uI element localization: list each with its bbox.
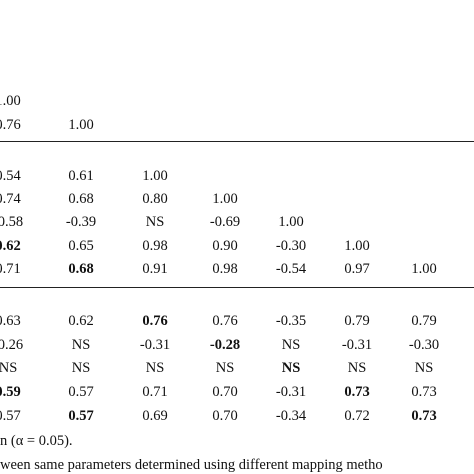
- table-cell: 1.00: [68, 117, 94, 133]
- table-cell: 0.62: [0, 238, 21, 254]
- table-row: 1.00: [0, 90, 474, 112]
- table-cell: 0.54: [0, 168, 21, 184]
- table-cell: 0.70: [212, 384, 238, 400]
- table-cell: -0.58: [0, 214, 24, 230]
- table-cell: NS: [145, 214, 165, 230]
- table-cell: -0.34: [275, 408, 307, 424]
- table-cell: 1.00: [212, 191, 238, 207]
- table-cell: 0.69: [142, 408, 168, 424]
- table-cell: 0.97: [344, 261, 370, 277]
- table-cell: 1.00: [0, 93, 21, 109]
- table-cell: 1.00: [344, 238, 370, 254]
- table-cell: -0.30: [408, 337, 440, 353]
- table-row: 0.62 0.65 0.98 0.90 -0.30 1.00: [0, 235, 474, 257]
- table-cell: -0.30: [275, 238, 307, 254]
- table-cell: -0.31: [341, 337, 373, 353]
- table-cell: 1.00: [411, 261, 437, 277]
- table-cell: 0.73: [411, 408, 437, 424]
- table-footnote: n (α = 0.05).: [0, 433, 73, 449]
- table-cell: 0.98: [142, 238, 168, 254]
- table-rule: [0, 287, 474, 288]
- table-row: 0.63 0.62 0.76 0.76 -0.35 0.79 0.79: [0, 310, 474, 332]
- table-cell: 0.68: [68, 261, 94, 277]
- table-row: -0.26 NS -0.31 -0.28 NS -0.31 -0.30: [0, 334, 474, 356]
- table-cell: NS: [281, 360, 301, 376]
- table-cell: -0.69: [209, 214, 241, 230]
- table-cell: 0.76: [212, 313, 238, 329]
- table-cell: 0.62: [68, 313, 94, 329]
- table-row: 0.71 0.68 0.91 0.98 -0.54 0.97 1.00: [0, 258, 474, 280]
- table-cell: 0.57: [68, 408, 94, 424]
- table-cell: NS: [145, 360, 165, 376]
- table-cell: 0.57: [68, 384, 94, 400]
- table-cell: 0.70: [212, 408, 238, 424]
- table-cell: 1.00: [278, 214, 304, 230]
- table-cell: 0.63: [0, 313, 21, 329]
- table-row: -0.58 -0.39 NS -0.69 1.00: [0, 211, 474, 233]
- table-cell: 1.00: [142, 168, 168, 184]
- table-cell: -0.26: [0, 337, 24, 353]
- table-cell: NS: [215, 360, 235, 376]
- table-cell: -0.54: [275, 261, 307, 277]
- table-row: 0.54 0.61 1.00: [0, 165, 474, 187]
- table-cell: 0.79: [411, 313, 437, 329]
- table-row: 0.74 0.68 0.80 1.00: [0, 188, 474, 210]
- table-row: 0.59 0.57 0.71 0.70 -0.31 0.73 0.73: [0, 381, 474, 403]
- table-cell: 0.76: [0, 117, 21, 133]
- table-cell: 0.57: [0, 408, 21, 424]
- table-cell: NS: [281, 337, 301, 353]
- table-cell: 0.74: [0, 191, 21, 207]
- table-cell: -0.28: [209, 337, 241, 353]
- table-row: NS NS NS NS NS NS NS: [0, 357, 474, 379]
- table-cell: 0.72: [344, 408, 370, 424]
- table-cell: 0.59: [0, 384, 21, 400]
- table-cell: NS: [347, 360, 367, 376]
- table-cell: -0.31: [275, 384, 307, 400]
- table-cell: -0.31: [139, 337, 171, 353]
- table-cell: 0.79: [344, 313, 370, 329]
- table-cell: -0.39: [65, 214, 97, 230]
- table-cell: NS: [71, 337, 91, 353]
- table-cell: NS: [71, 360, 91, 376]
- table-cell: 0.73: [411, 384, 437, 400]
- table-row: 0.76 1.00: [0, 114, 474, 136]
- table-cell: NS: [0, 360, 18, 376]
- table-cell: 0.61: [68, 168, 94, 184]
- table-cell: 0.98: [212, 261, 238, 277]
- table-cell: 0.73: [344, 384, 370, 400]
- table-cell: 0.91: [142, 261, 168, 277]
- table-rule: [0, 141, 474, 142]
- table-cell: 0.65: [68, 238, 94, 254]
- table-footnote: ween same parameters determined using di…: [0, 457, 383, 473]
- table-cell: 0.76: [142, 313, 168, 329]
- table-cell: 0.71: [142, 384, 168, 400]
- table-row: 0.57 0.57 0.69 0.70 -0.34 0.72 0.73: [0, 405, 474, 427]
- table-cell: 0.80: [142, 191, 168, 207]
- table-cell: 0.71: [0, 261, 21, 277]
- table-cell: 0.90: [212, 238, 238, 254]
- table-cell: -0.35: [275, 313, 307, 329]
- table-cell: NS: [414, 360, 434, 376]
- table-cell: 0.68: [68, 191, 94, 207]
